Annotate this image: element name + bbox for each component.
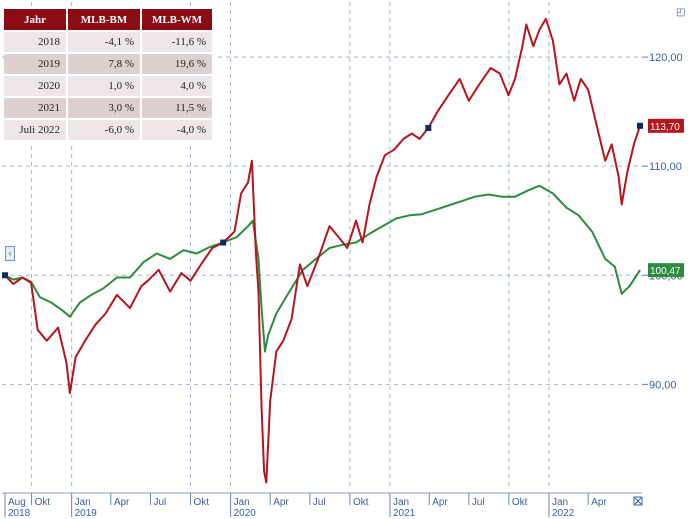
x-tick-label: Okt bbox=[35, 497, 51, 508]
x-tick-label: Apr bbox=[432, 497, 448, 508]
x-year-label: 2018 bbox=[8, 508, 31, 519]
series-marker bbox=[425, 125, 432, 131]
end-label-red: 113,70 bbox=[650, 122, 680, 133]
x-tick-label: Apr bbox=[591, 497, 607, 508]
cell-mlb-bm: -6,0 % bbox=[67, 119, 142, 142]
x-year-label: 2019 bbox=[75, 508, 98, 519]
x-tick-label: Okt bbox=[194, 497, 210, 508]
x-year-label: 2020 bbox=[234, 508, 257, 519]
x-year-label: 2021 bbox=[393, 508, 416, 519]
x-tick-label: Jan bbox=[234, 497, 250, 508]
x-tick-label: Apr bbox=[114, 497, 130, 508]
series-line-green bbox=[4, 184, 641, 353]
cell-year: 2021 bbox=[4, 97, 68, 120]
close-icon bbox=[633, 496, 643, 506]
cell-mlb-wm: 11,5 % bbox=[141, 97, 214, 120]
cell-mlb-wm: -11,6 % bbox=[141, 31, 214, 54]
cell-mlb-wm: -4,0 % bbox=[141, 119, 214, 142]
series-line-red bbox=[4, 17, 641, 484]
header-mlb-wm: MLB-WM bbox=[141, 9, 214, 32]
cell-mlb-wm: 4,0 % bbox=[141, 75, 214, 98]
cell-year: 2018 bbox=[4, 31, 68, 54]
expand-icon[interactable]: ◰ bbox=[676, 7, 686, 18]
x-tick-label: Jan bbox=[75, 497, 91, 508]
x-year-label: 2022 bbox=[552, 508, 575, 519]
series-marker bbox=[2, 272, 8, 279]
x-tick-label: Jul bbox=[472, 497, 485, 508]
cell-year: 2020 bbox=[4, 75, 68, 98]
cell-mlb-wm: 19,6 % bbox=[141, 53, 214, 76]
cell-mlb-bm: 1,0 % bbox=[67, 75, 142, 98]
y-tick-label: 120,00 bbox=[649, 52, 683, 64]
cell-year: 2019 bbox=[4, 53, 68, 76]
x-tick-label: Jan bbox=[393, 497, 409, 508]
end-badge-red bbox=[648, 118, 684, 133]
cell-mlb-bm: 7,8 % bbox=[67, 53, 142, 76]
end-label-green: 100,47 bbox=[650, 266, 681, 277]
cell-year: Juli 2022 bbox=[4, 119, 68, 142]
y-tick-label: 90,00 bbox=[649, 379, 677, 391]
table-row: 2020 1,0 % 4,0 % bbox=[4, 75, 214, 98]
table-header-row: Jahr MLB-BM MLB-WM bbox=[4, 9, 214, 32]
table-row: 2018 -4,1 % -11,6 % bbox=[4, 31, 214, 54]
table-row: 2021 3,0 % 11,5 % bbox=[4, 97, 214, 120]
x-tick-label: Jul bbox=[153, 497, 166, 508]
cell-mlb-bm: 3,0 % bbox=[67, 97, 142, 120]
close-icon-stroke bbox=[634, 497, 642, 505]
x-tick-label: Jul bbox=[313, 497, 326, 508]
cell-mlb-bm: -4,1 % bbox=[67, 31, 142, 54]
series-marker bbox=[637, 122, 643, 129]
end-badge-green bbox=[648, 263, 684, 278]
collapse-left-icon[interactable]: ‹ bbox=[5, 246, 15, 261]
performance-table: Jahr MLB-BM MLB-WM 2018 -4,1 % -11,6 % 2… bbox=[4, 9, 214, 142]
table-row: 2019 7,8 % 19,6 % bbox=[4, 53, 214, 76]
x-tick-label: Okt bbox=[512, 497, 528, 508]
x-tick-label: Okt bbox=[353, 497, 369, 508]
table-row: Juli 2022 -6,0 % -4,0 % bbox=[4, 119, 214, 142]
header-mlb-bm: MLB-BM bbox=[67, 9, 142, 32]
y-tick-label: 110,00 bbox=[649, 161, 682, 173]
x-tick-label: Jan bbox=[552, 497, 568, 508]
header-jahr: Jahr bbox=[4, 9, 68, 32]
x-tick-label: Aug bbox=[8, 497, 26, 508]
series-marker bbox=[220, 239, 227, 246]
x-tick-label: Apr bbox=[273, 497, 289, 508]
